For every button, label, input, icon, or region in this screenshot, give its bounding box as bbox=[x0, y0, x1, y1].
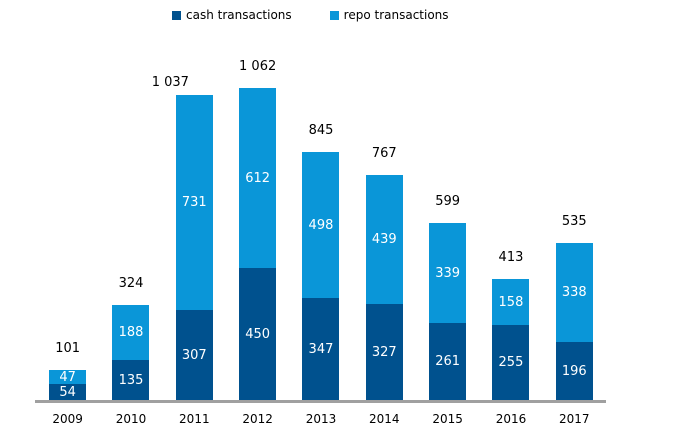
bar-group-2014: 767 439 327 bbox=[353, 146, 416, 400]
repo-segment: 439 bbox=[365, 175, 403, 304]
stacked-bar-2015: 339 261 bbox=[429, 223, 467, 400]
cash-segment: 196 bbox=[555, 342, 593, 400]
x-axis-label-2014: 2014 bbox=[369, 412, 400, 426]
x-axis-label-2015: 2015 bbox=[432, 412, 463, 426]
stacked-bar-2014: 439 327 bbox=[365, 175, 403, 400]
cash-segment: 327 bbox=[365, 304, 403, 400]
repo-segment: 188 bbox=[112, 305, 150, 360]
cash-segment: 54 bbox=[49, 384, 87, 400]
x-axis-label-2011: 2011 bbox=[179, 412, 210, 426]
bar-group-2015: 599 339 261 bbox=[416, 194, 479, 400]
repo-segment: 338 bbox=[555, 243, 593, 342]
total-label: 767 bbox=[371, 146, 397, 161]
stacked-bar-2013: 498 347 bbox=[302, 152, 340, 400]
repo-legend-label: repo transactions bbox=[343, 8, 449, 22]
x-axis-label-2009: 2009 bbox=[52, 412, 83, 426]
repo-segment: 339 bbox=[429, 223, 467, 323]
stacked-bar-2009: 47 54 bbox=[49, 370, 87, 400]
total-label: 1 062 bbox=[239, 59, 277, 74]
total-label: 535 bbox=[561, 214, 587, 229]
x-axis-label-2016: 2016 bbox=[495, 412, 527, 426]
repo-swatch-icon bbox=[329, 10, 339, 20]
total-label: 845 bbox=[308, 123, 334, 138]
total-label: 599 bbox=[435, 194, 461, 209]
stacked-bar-2017: 338 196 bbox=[555, 243, 593, 400]
x-axis-label-2017: 2017 bbox=[559, 412, 590, 426]
cash-segment: 261 bbox=[429, 323, 467, 400]
cash-segment: 347 bbox=[302, 298, 340, 400]
legend-item-cash: cash transactions bbox=[172, 8, 292, 22]
bar-group-2016: 413 158 255 bbox=[479, 250, 542, 400]
repo-segment: 731 bbox=[175, 95, 213, 310]
cash-segment: 450 bbox=[239, 268, 277, 400]
cash-legend-label: cash transactions bbox=[186, 8, 292, 22]
bar-group-2009: 101 47 54 bbox=[36, 341, 99, 400]
stacked-bar-2011: 731 307 bbox=[175, 95, 213, 400]
x-axis-label-2010: 2010 bbox=[115, 412, 147, 426]
stacked-bar-2012: 612 450 bbox=[239, 88, 277, 400]
cash-swatch-icon bbox=[172, 10, 181, 20]
x-axis-line bbox=[35, 400, 606, 403]
repo-segment: 158 bbox=[492, 279, 530, 325]
total-label: 324 bbox=[118, 276, 144, 291]
bar-group-2010: 324 188 135 bbox=[99, 276, 162, 400]
stacked-bar-2016: 158 255 bbox=[492, 279, 530, 400]
repo-segment: 612 bbox=[239, 88, 277, 268]
legend-item-repo: repo transactions bbox=[329, 8, 449, 22]
total-label: 101 bbox=[55, 341, 81, 356]
repo-segment: 498 bbox=[302, 152, 340, 298]
plot-area: 101 47 54 324 188 135 1 037 731 307 1 062 612 450 84… bbox=[36, 0, 606, 400]
stacked-bar-2010: 188 135 bbox=[112, 305, 150, 400]
repo-segment: 47 bbox=[49, 370, 87, 384]
total-label: 413 bbox=[498, 250, 524, 265]
bar-group-2012: 1 062 612 450 bbox=[226, 59, 289, 400]
total-label: 1 037 bbox=[151, 75, 189, 90]
x-axis-label-2013: 2013 bbox=[305, 412, 337, 426]
x-axis-labels: 2009 2010 2011 2012 2013 2014 2015 2016 2017 bbox=[36, 412, 606, 426]
cash-segment: 135 bbox=[112, 360, 150, 400]
legend: cash transactions repo transactions bbox=[172, 8, 449, 22]
bar-group-2017: 535 338 196 bbox=[543, 214, 606, 400]
cash-segment: 307 bbox=[175, 310, 213, 400]
bar-group-2011: 1 037 731 307 bbox=[152, 66, 226, 400]
cash-segment: 255 bbox=[492, 325, 530, 400]
x-axis-label-2012: 2012 bbox=[242, 412, 273, 426]
bar-group-2013: 845 498 347 bbox=[289, 123, 352, 400]
